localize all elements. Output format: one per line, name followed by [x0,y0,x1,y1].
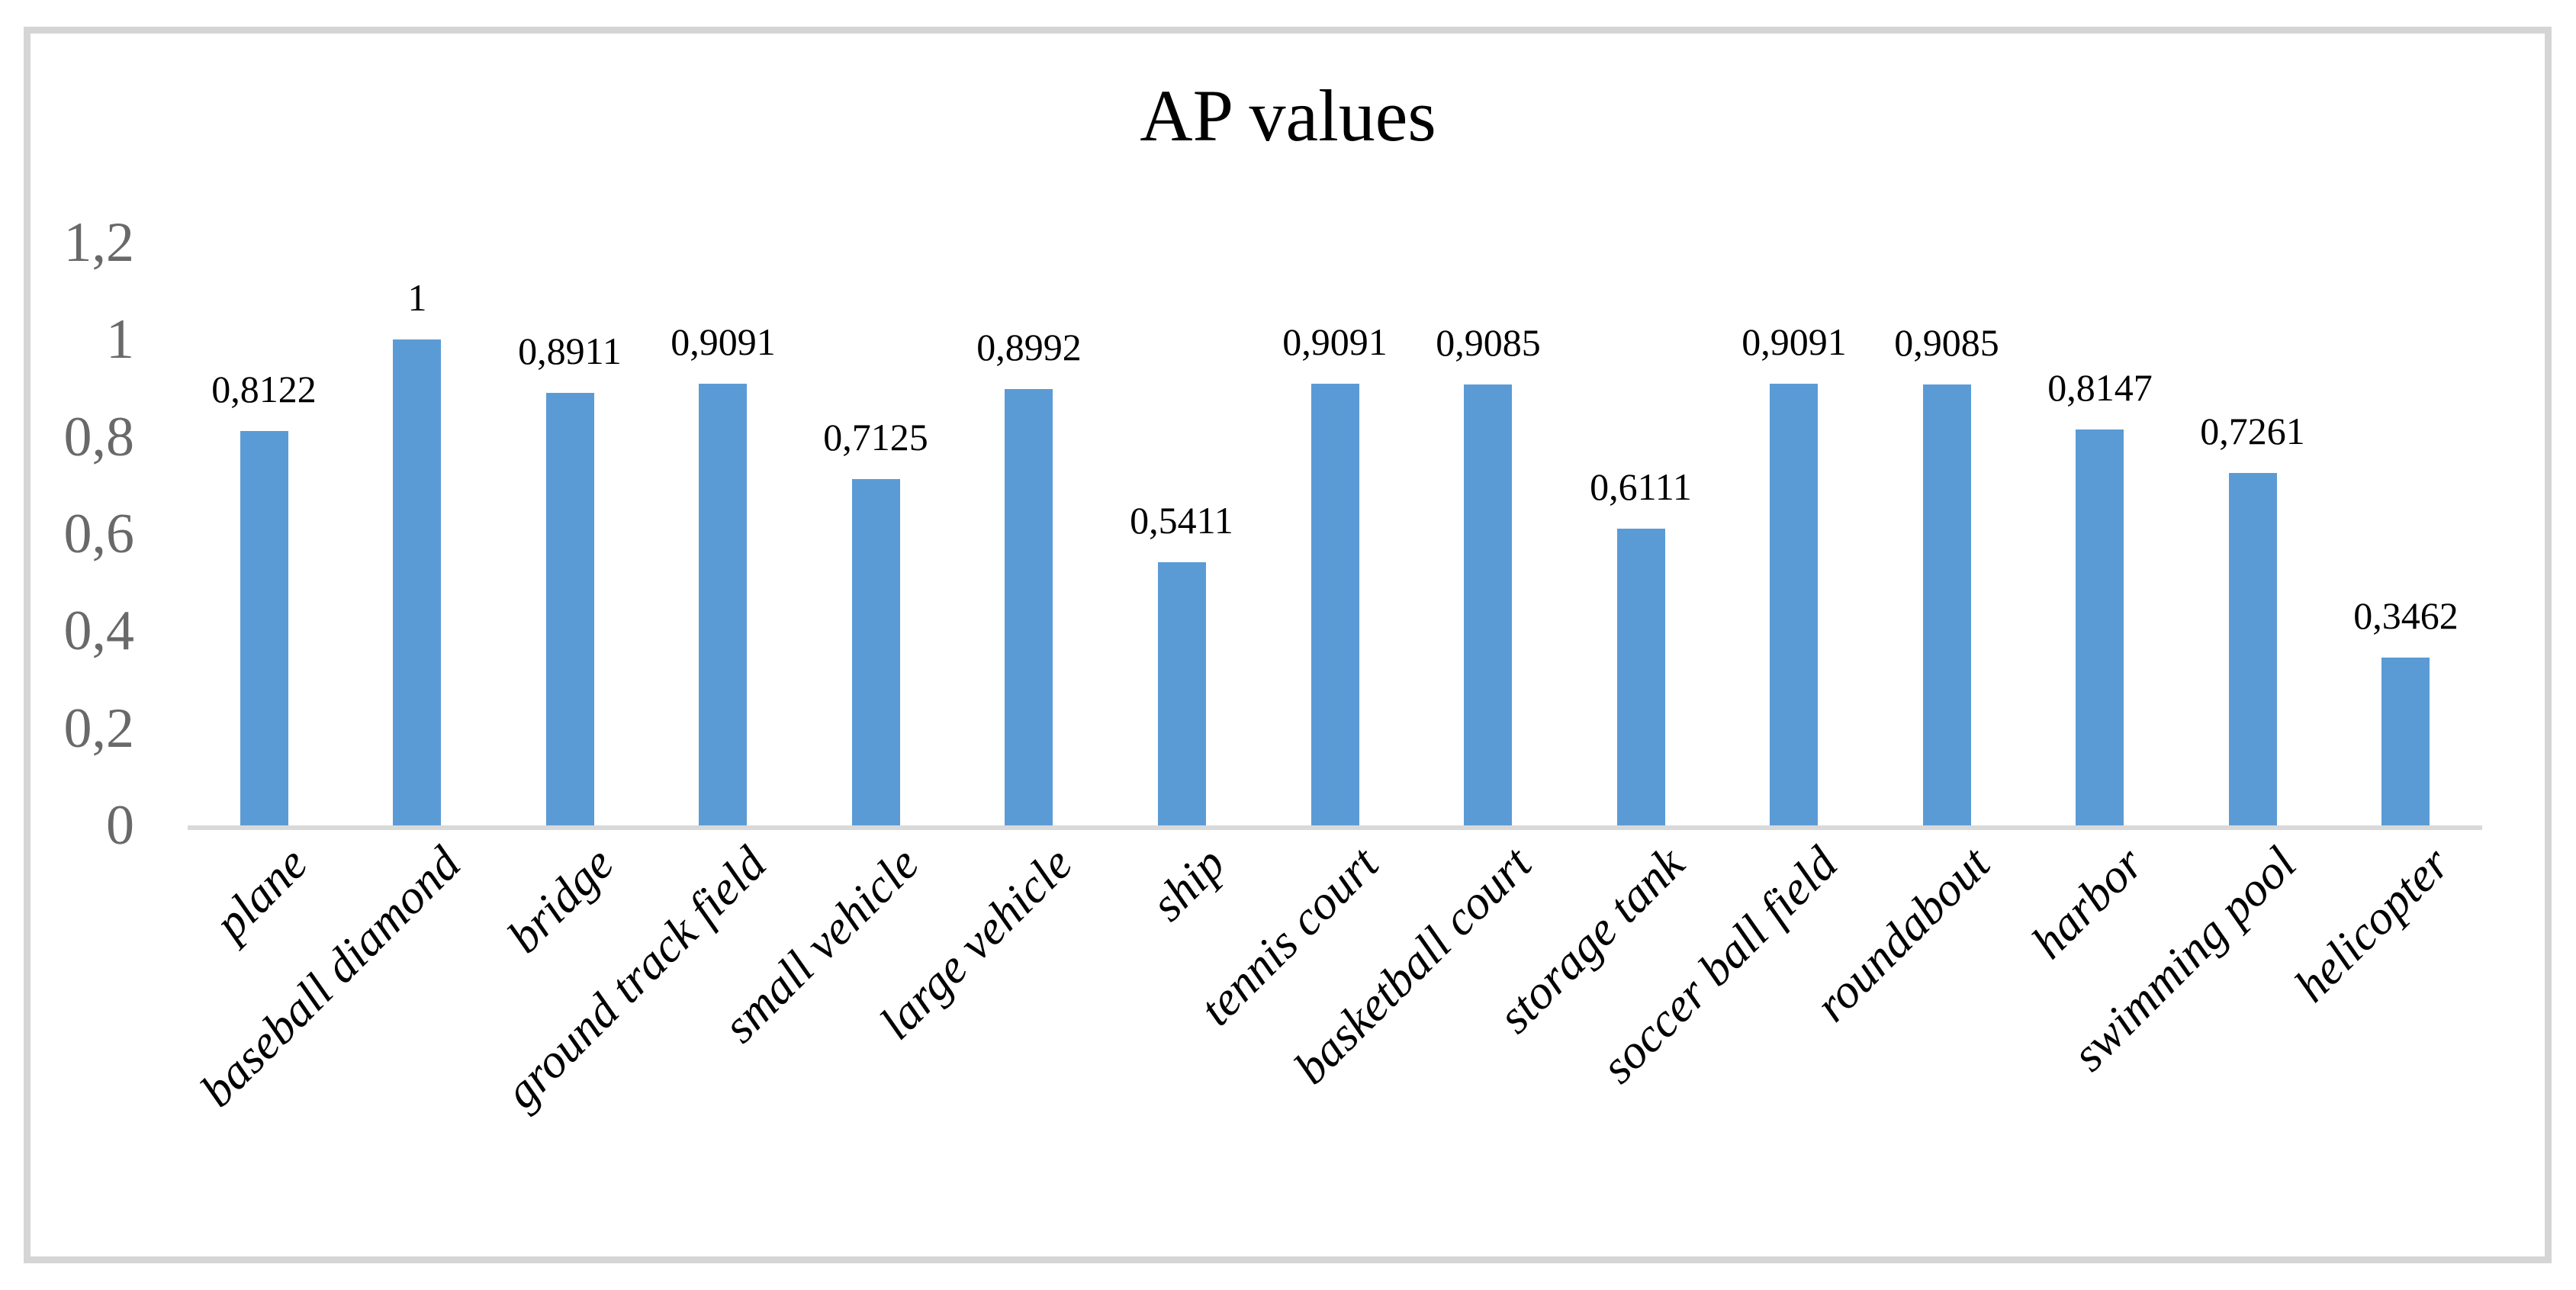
bar-storage-tank [1617,529,1665,825]
bar-large-vehicle [1005,389,1053,825]
bar-value-label-bridge: 0,8911 [518,330,622,372]
bar-value-label-basketball-court: 0,9085 [1436,321,1541,364]
bar-soccer-ball-field [1770,384,1818,825]
y-axis-tick-label-0: 0 [106,794,134,857]
bar-bridge [546,393,594,825]
bar-value-label-roundabout: 0,9085 [1894,321,1999,364]
x-axis-line [188,825,2482,830]
y-axis-tick-label-0-8: 0,8 [63,406,135,468]
bar-ship [1158,562,1206,825]
bar-value-label-large-vehicle: 0,8992 [976,326,1082,368]
bar-value-label-plane: 0,8122 [211,368,317,410]
bar-helicopter [2381,658,2430,825]
chart-border-frame [24,27,2552,1263]
chart-title: AP values [1140,75,1436,156]
y-axis-tick-label-0-6: 0,6 [63,503,135,565]
y-axis-tick-label-0-4: 0,4 [63,600,135,662]
bar-swimming-pool [2229,473,2277,825]
bar-value-label-swimming-pool: 0,7261 [2200,410,2305,452]
bar-value-label-storage-tank: 0,6111 [1590,465,1692,508]
bar-tennis-court [1311,384,1359,825]
bar-value-label-ship: 0,5411 [1130,499,1233,542]
bar-ground-track-field [699,384,747,825]
bar-harbor [2076,429,2124,825]
bar-value-label-soccer-ball-field: 0,9091 [1741,320,1847,363]
bar-value-label-tennis-court: 0,9091 [1282,320,1388,363]
bar-baseball-diamond [393,339,441,825]
bar-value-label-harbor: 0,8147 [2047,366,2153,409]
y-axis-tick-label-0-2: 0,2 [63,697,135,760]
bar-value-label-ground-track-field: 0,9091 [671,320,776,363]
bar-plane [240,431,288,825]
bar-small-vehicle [852,479,900,825]
bar-basketball-court [1464,384,1512,825]
y-axis-tick-label-1: 1 [106,308,134,371]
bar-value-label-baseball-diamond: 1 [407,276,427,319]
y-axis-tick-label-1-2: 1,2 [63,211,135,274]
bar-value-label-small-vehicle: 0,7125 [823,416,928,458]
bar-roundabout [1923,384,1971,825]
bar-value-label-helicopter: 0,3462 [2353,594,2459,637]
